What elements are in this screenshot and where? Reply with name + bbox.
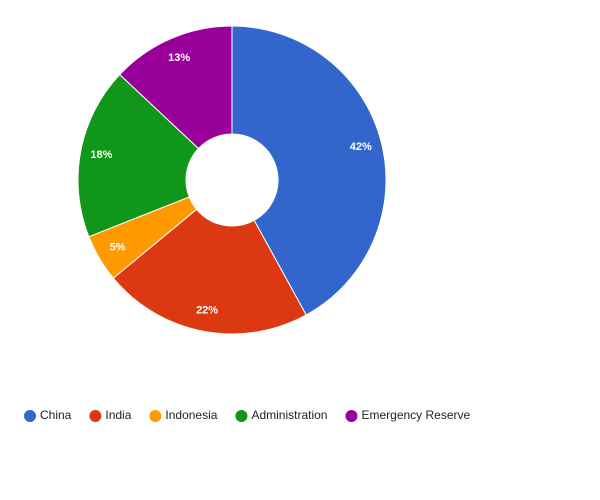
slice [77, 73, 200, 238]
slice-label: 22% [196, 305, 218, 317]
legend-marker [235, 410, 248, 422]
slice-label: 13% [168, 52, 190, 64]
slice-label: 5% [110, 242, 126, 254]
legend-label: Indonesia [165, 408, 217, 422]
slice [231, 25, 387, 316]
legend-label: Administration [251, 408, 327, 422]
slice-label: 18% [90, 149, 112, 161]
legend-marker [89, 410, 102, 422]
slice [112, 208, 307, 335]
legend-label: Emergency Reserve [361, 408, 470, 422]
legend-marker [149, 410, 162, 422]
slice [119, 25, 233, 150]
legend-marker [24, 410, 36, 422]
legend-label: India [105, 408, 131, 422]
legend-label: China [40, 408, 72, 422]
slice-label: 42% [350, 141, 372, 153]
legend-marker [345, 410, 358, 422]
